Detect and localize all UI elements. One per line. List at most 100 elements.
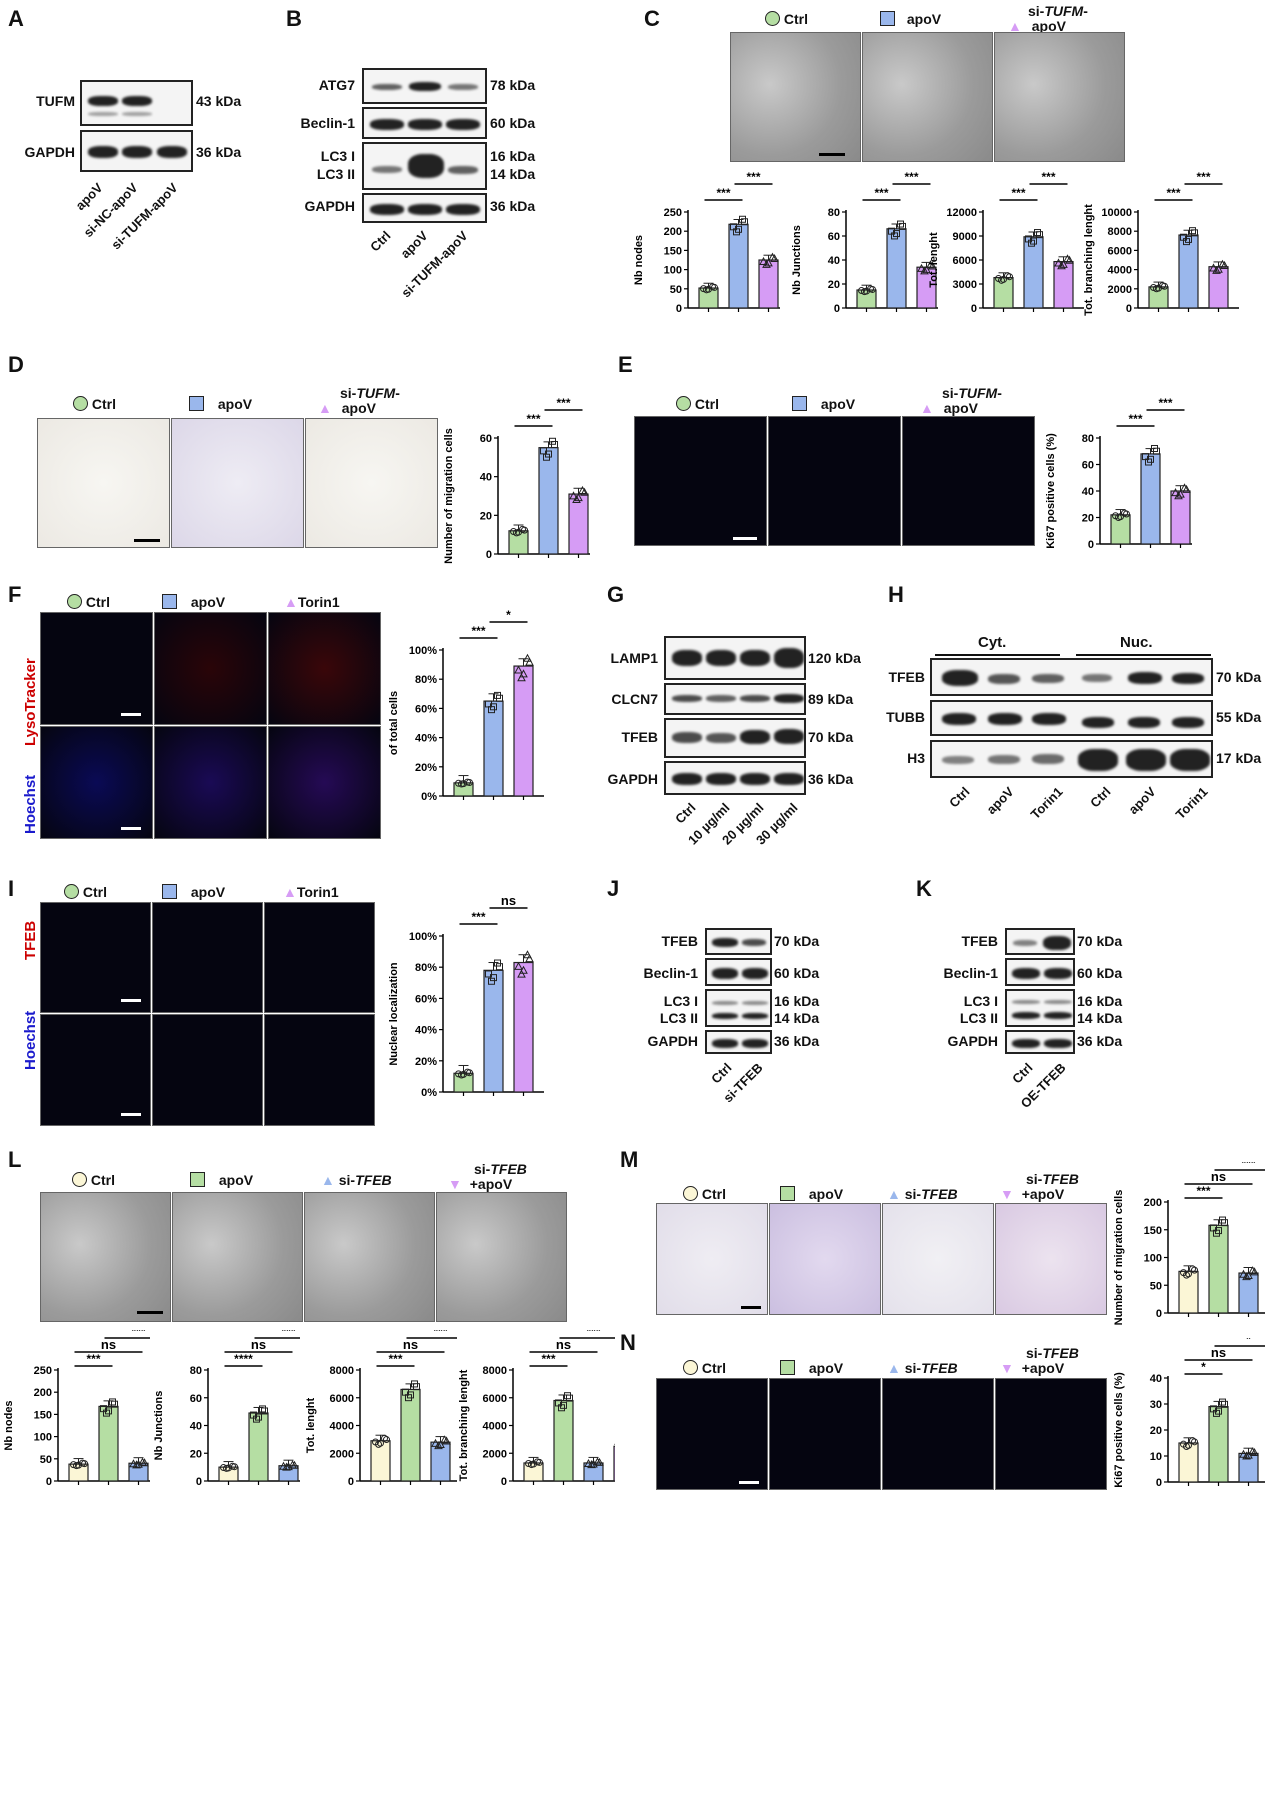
- legend-d-ctrl: Ctrl: [73, 396, 116, 412]
- bar: [1023, 236, 1044, 309]
- data-point: [1242, 1451, 1251, 1460]
- transwell-image-m-apov: [769, 1203, 881, 1315]
- ki67-image-apov: [768, 416, 901, 546]
- legend-f-apov: apoV: [162, 594, 225, 610]
- y-tick-label: 250: [34, 1365, 52, 1377]
- blot-b-strip-2: [362, 107, 487, 139]
- y-axis-label: Number of migration cells: [1113, 1190, 1125, 1326]
- chart-d-migration: Number of migration cells 0 20 40 60 *** ***: [443, 398, 590, 564]
- y-tick-label: 8000: [330, 1365, 354, 1377]
- y-tick-label: 40%: [415, 1025, 437, 1037]
- y-tick-label: 2000: [330, 1448, 354, 1460]
- data-point: [1155, 284, 1162, 292]
- square-marker-icon: [162, 884, 177, 899]
- y-tick-label: 40: [480, 472, 492, 484]
- triangle-marker-icon: ▲: [887, 1360, 901, 1376]
- data-point: [1065, 255, 1074, 264]
- data-point: [284, 1462, 293, 1471]
- y-tick-label: 50: [40, 1454, 52, 1466]
- blot-k-kda-1: 70 kDa: [1077, 933, 1123, 949]
- blot-k-row-lc3i: LC3 I: [963, 993, 998, 1009]
- y-tick-label: 100%: [409, 645, 437, 657]
- blot-h-strip-2: [930, 700, 1213, 736]
- blot-a-strip-1: [80, 80, 193, 126]
- significance-label: ***: [541, 1352, 555, 1366]
- data-point: [488, 977, 495, 985]
- data-point: [1183, 238, 1190, 246]
- y-tick-label: 80: [1082, 433, 1094, 445]
- y-tick-label: 60%: [415, 993, 437, 1005]
- tfeb-merge-image-apov: [152, 1014, 263, 1126]
- data-point: [519, 965, 528, 974]
- bar: [1208, 1224, 1229, 1314]
- legend-l-ctrl: Ctrl: [72, 1172, 115, 1188]
- square-marker-icon: [780, 1360, 795, 1375]
- legend-i-apov: apoV: [162, 884, 225, 900]
- blot-b-row-gapdh: GAPDH: [304, 198, 355, 214]
- data-point: [220, 1464, 227, 1472]
- blot-g-kda-2: 89 kDa: [808, 691, 854, 707]
- blot-k-strip-1: [1005, 928, 1075, 955]
- data-point: [523, 950, 532, 959]
- data-point: [460, 1070, 467, 1078]
- lyso-image-torin: [268, 612, 381, 725]
- panel-label-n: N: [620, 1330, 636, 1355]
- data-point: [1185, 235, 1192, 243]
- lyso-image-apov: [154, 612, 267, 725]
- data-point: [75, 1461, 82, 1469]
- square-marker-icon: [880, 11, 895, 26]
- side-label-f-top: LysoTracker: [22, 658, 39, 746]
- data-point: [1185, 1270, 1192, 1278]
- y-tick-label: 20: [828, 279, 840, 291]
- data-point: [1036, 231, 1043, 239]
- y-tick-label: 80%: [415, 674, 437, 686]
- data-point: [407, 1391, 414, 1399]
- significance-label: ***: [1041, 172, 1055, 184]
- bar: [1238, 1272, 1259, 1314]
- data-point: [225, 1464, 232, 1472]
- blot-j-row-lc3ii: LC3 II: [659, 1010, 698, 1026]
- data-point: [920, 266, 929, 275]
- bar: [513, 961, 534, 1093]
- data-point: [103, 1409, 110, 1417]
- triangle-marker-icon: ▲: [321, 1172, 335, 1188]
- y-tick-label: 2000: [483, 1448, 507, 1460]
- data-point: [140, 1458, 149, 1467]
- data-point: [1221, 1400, 1228, 1408]
- legend-f-torin: ▲Torin1: [284, 594, 340, 610]
- blot-h-row-tubb: TUBB: [886, 709, 925, 725]
- panel-label-b: B: [286, 6, 302, 31]
- blot-h-row-h3: H3: [907, 750, 925, 766]
- blot-b-row-atg7: ATG7: [318, 77, 355, 93]
- blot-h-strip-1: [930, 658, 1213, 696]
- significance-label: ns: [556, 1337, 571, 1352]
- data-point: [1191, 229, 1198, 237]
- legend-c-apov: apoV: [880, 11, 941, 27]
- y-tick-label: 0: [1126, 303, 1132, 315]
- blot-k-row-gapdh: GAPDH: [947, 1033, 998, 1049]
- y-axis-label: Number of migration cells: [443, 428, 455, 564]
- blot-a-kda-1: 43 kDa: [196, 93, 242, 109]
- blot-j-kda-5: 36 kDa: [774, 1033, 820, 1049]
- circle-marker-icon: [64, 884, 79, 899]
- data-point: [1248, 1266, 1257, 1275]
- legend-e-ctrl: Ctrl: [676, 396, 719, 412]
- data-point: [490, 974, 497, 982]
- data-point: [926, 260, 935, 269]
- data-point: [519, 669, 528, 678]
- y-tick-label: 4000: [483, 1421, 507, 1433]
- y-tick-label: 6000: [1108, 245, 1132, 257]
- y-tick-label: 40: [828, 255, 840, 267]
- data-point: [551, 440, 558, 448]
- data-point: [705, 285, 712, 293]
- data-point: [109, 1398, 116, 1406]
- significance-label: *: [1246, 1338, 1251, 1346]
- y-tick-label: 0%: [421, 791, 437, 803]
- data-point: [572, 494, 581, 503]
- data-point: [517, 969, 526, 978]
- blot-b-row-lc3ii: LC3 II: [316, 166, 355, 182]
- triangle-marker-icon: ▲: [920, 400, 934, 416]
- side-label-i-top: TFEB: [22, 920, 39, 960]
- y-tick-label: 80: [828, 207, 840, 219]
